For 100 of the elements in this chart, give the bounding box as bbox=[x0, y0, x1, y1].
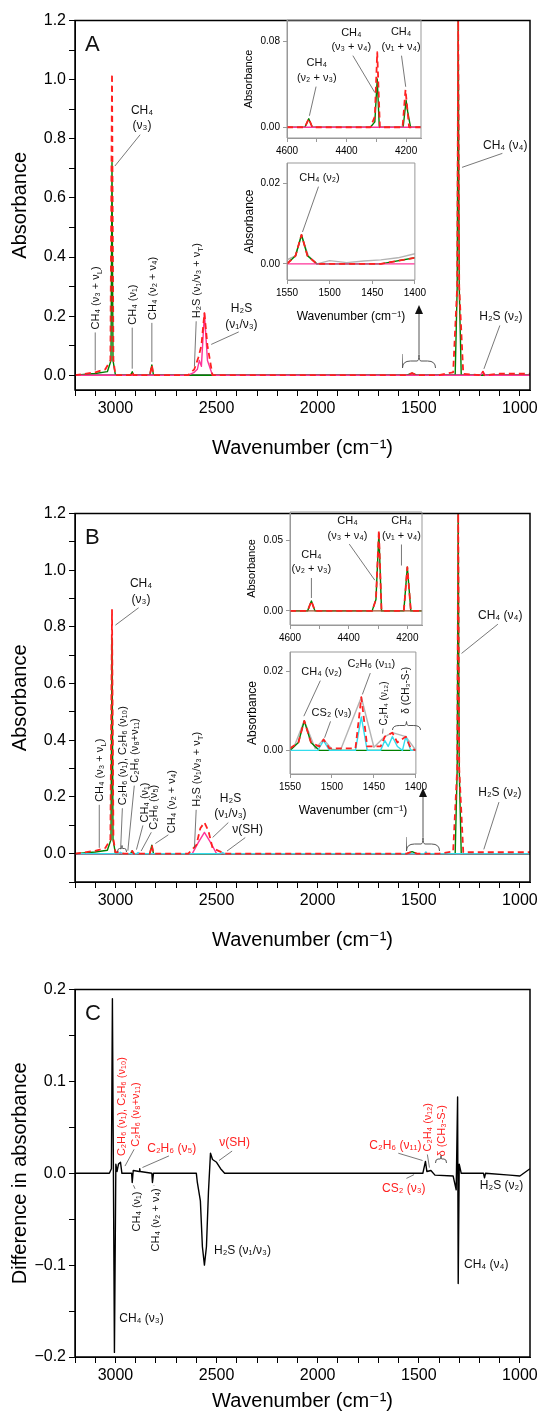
y-axis-title: Absorbance bbox=[241, 49, 254, 109]
x-tick-label: 1400 bbox=[404, 780, 428, 792]
x-tick-label: 1000 bbox=[502, 891, 538, 909]
annotation: H₂S (ν₁/ν₃) bbox=[225, 301, 258, 331]
x-tick-label: 2500 bbox=[198, 1366, 235, 1384]
x-tick-label: 1400 bbox=[403, 286, 427, 298]
annotation: CH₄ (ν₄) bbox=[463, 1256, 509, 1271]
x-tick-label: 1500 bbox=[400, 891, 437, 909]
annotation: H₂S (ν₂) bbox=[478, 785, 522, 800]
y-tick-label: 0.0 bbox=[43, 844, 67, 862]
x-tick-label: 2500 bbox=[198, 399, 235, 417]
y-tick-label: 0.2 bbox=[43, 787, 67, 805]
x-tick-label: 1000 bbox=[502, 399, 538, 417]
x-tick-label: 1000 bbox=[502, 1366, 538, 1384]
annotation: CH₄ (ν₃ + νL) bbox=[93, 738, 108, 802]
annotation: H₂S (ν₁/ν₃) bbox=[213, 1243, 271, 1258]
annotation: H₂S (ν₁/ν₃ + νT) bbox=[190, 243, 205, 319]
x-tick-label: 2500 bbox=[198, 891, 235, 909]
annotation: CH₄ (ν₃ + ν₄) bbox=[331, 25, 372, 53]
annotation: CS₂ (ν₃) bbox=[381, 1181, 426, 1196]
annotation: ν(SH) bbox=[219, 1135, 250, 1150]
annotation: CH₄ (ν₁ + ν₄) bbox=[381, 25, 421, 52]
y-tick-label: 0.6 bbox=[43, 674, 67, 692]
y-tick-label: 0.00 bbox=[263, 604, 284, 616]
annotation: C₂H₄ (ν₁₂) bbox=[420, 1103, 433, 1152]
y-axis-title: Absorbance bbox=[244, 680, 259, 746]
y-tick-label: 0.1 bbox=[43, 1071, 67, 1089]
x-tick-label: 4200 bbox=[394, 144, 418, 156]
y-tick-label: 0.8 bbox=[43, 617, 67, 635]
x-tick-label: 1450 bbox=[361, 286, 384, 298]
annotation: CH₄ (ν₄) bbox=[477, 608, 523, 623]
y-tick-label: 1.0 bbox=[43, 560, 67, 578]
annotation: δ (CH₃-S-) bbox=[434, 1105, 447, 1157]
annotation: CH₄ (ν₂ + ν₄) bbox=[145, 256, 158, 320]
annotation: CH₄ (ν₃) bbox=[129, 576, 153, 606]
y-tick-label: 0.02 bbox=[263, 665, 284, 677]
annotation: A bbox=[85, 30, 100, 56]
annotation: CH₄ (ν₂ + ν₄) bbox=[164, 770, 177, 834]
annotation: C₂H₆ (ν₁), C₂H₆ (ν₁₀) bbox=[115, 1057, 128, 1157]
annotation: CS₂ (ν₃) bbox=[311, 705, 352, 718]
y-tick-label: 1.2 bbox=[43, 11, 67, 29]
annotation: CH₄ (ν₂ + ν₃) bbox=[296, 56, 337, 83]
annotation: CH₄ (ν₃ + ν₄) bbox=[327, 514, 368, 541]
x-axis-title: Wavenumber (cm⁻¹) bbox=[298, 803, 408, 818]
y-tick-label: −0.2 bbox=[34, 1347, 67, 1365]
annotation: C₂H₆ (ν₁₁) bbox=[347, 657, 396, 670]
annotation: CH₄ (ν₃ + νL) bbox=[89, 266, 104, 330]
annotation: CH₄ (ν₂) bbox=[301, 664, 342, 677]
y-axis-title: Absorbance bbox=[7, 644, 30, 752]
annotation: C₂H₆ (ν₅) bbox=[147, 1140, 197, 1155]
annotation: CH₄ (ν₃) bbox=[130, 102, 154, 133]
x-tick-label: 1500 bbox=[318, 286, 342, 298]
x-tick-label: 3000 bbox=[97, 1366, 134, 1384]
x-tick-label: 1500 bbox=[400, 399, 437, 417]
x-tick-label: 4400 bbox=[335, 144, 359, 156]
y-axis-title: Absorbance bbox=[241, 189, 256, 254]
y-tick-label: 1.0 bbox=[43, 70, 67, 88]
annotation: CH₄ (ν₁ + ν₄) bbox=[381, 514, 422, 541]
y-axis-title: Difference in absorbance bbox=[7, 1062, 30, 1285]
x-tick-label: 4200 bbox=[396, 631, 419, 643]
annotation: CH₄ (ν₂ + ν₄) bbox=[149, 1188, 162, 1252]
annotation: CH₄ (ν₂) bbox=[299, 170, 340, 183]
x-tick-label: 2000 bbox=[299, 1366, 336, 1384]
annotation: CH₄ (ν₂ + ν₃) bbox=[291, 547, 332, 574]
annotation: H₂S (ν₁/ν₃ + νT) bbox=[190, 731, 205, 807]
y-tick-label: 0.02 bbox=[260, 176, 281, 188]
y-tick-label: 0.4 bbox=[43, 247, 67, 265]
x-tick-label: 3000 bbox=[97, 399, 134, 417]
x-tick-label: 3000 bbox=[97, 891, 134, 909]
y-tick-label: 0.2 bbox=[43, 980, 67, 998]
annotation: H₂S (ν₂) bbox=[479, 308, 523, 323]
x-axis-title: Wavenumber (cm⁻¹) bbox=[296, 309, 406, 324]
x-tick-label: 1500 bbox=[320, 780, 344, 792]
y-tick-label: 0.0 bbox=[43, 365, 67, 383]
annotation: CH₄ (ν₁) bbox=[130, 1191, 143, 1232]
annotation: δ (CH₃-S-) bbox=[399, 666, 411, 714]
annotation: C₂H₆ (ν₁), C₂H₆ (ν₁₀) bbox=[116, 706, 129, 806]
y-tick-label: 1.2 bbox=[43, 504, 67, 522]
annotation: C₂H₆ (ν₁₁) bbox=[369, 1138, 422, 1153]
x-tick-label: 4600 bbox=[278, 631, 302, 643]
annotation: C₂H₆ (ν₈+ν₁₁) bbox=[129, 1082, 142, 1147]
annotation: H₂S (ν₂) bbox=[479, 1177, 524, 1192]
annotation: CH₄ (ν₃) bbox=[119, 1311, 164, 1326]
y-tick-label: 0.4 bbox=[43, 730, 67, 748]
annotation: ν(SH) bbox=[232, 821, 263, 836]
x-axis-title: Wavenumber (cm⁻¹) bbox=[212, 1388, 393, 1411]
y-tick-label: 0.00 bbox=[260, 257, 281, 269]
y-tick-label: −0.1 bbox=[34, 1255, 67, 1273]
annotation: CH₄ (ν₄) bbox=[482, 138, 528, 153]
annotation: CH₄ (ν₁) bbox=[126, 284, 139, 325]
x-axis-title: Wavenumber (cm⁻¹) bbox=[212, 435, 393, 458]
y-axis-title: Absorbance bbox=[7, 151, 30, 259]
y-tick-label: 0.0 bbox=[43, 1163, 67, 1181]
y-tick-label: 0.8 bbox=[43, 129, 67, 147]
y-axis-title: Absorbance bbox=[244, 539, 257, 598]
annotation: C bbox=[85, 999, 101, 1025]
annotation: C₂H₆ (ν₈+ν₁₁) bbox=[128, 718, 141, 783]
annotation: C₂H₄ (ν₁₂) bbox=[377, 681, 389, 726]
x-tick-label: 1550 bbox=[278, 780, 302, 792]
annotation: H₂S (ν₁/ν₃) bbox=[214, 790, 247, 821]
